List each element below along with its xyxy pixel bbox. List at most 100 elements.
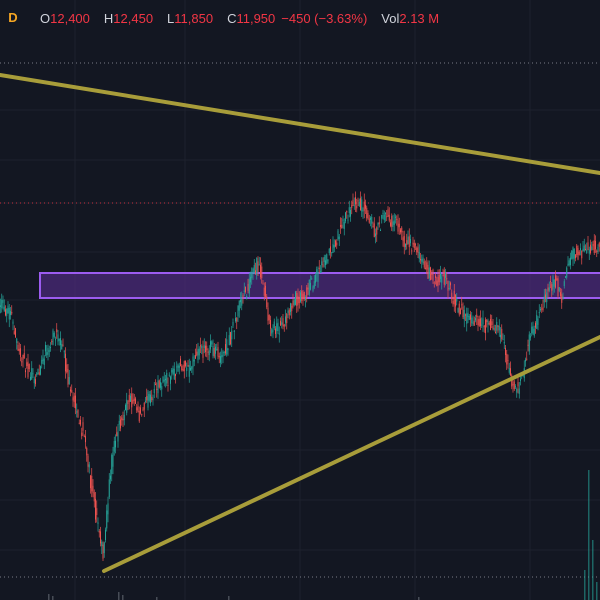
candle-body (37, 368, 39, 375)
candle-body (368, 218, 370, 223)
candle-body (547, 287, 549, 292)
candle-body (315, 274, 316, 283)
candle-body (260, 264, 261, 278)
candle-body (126, 399, 128, 413)
candle-body (21, 361, 23, 363)
candle-body (35, 379, 36, 385)
candle-body (271, 329, 273, 334)
candle-body (308, 279, 310, 295)
candle-body (220, 356, 221, 363)
candle-body (207, 351, 209, 353)
candle-body (502, 339, 504, 341)
candle-body (188, 365, 190, 377)
candle-body (447, 280, 449, 291)
candle-body (456, 298, 458, 302)
candle-body (75, 395, 76, 409)
candle-body (352, 199, 354, 206)
candle-body (378, 222, 380, 225)
candle-body (12, 321, 14, 324)
candle-body (295, 291, 296, 305)
candle-body (97, 522, 99, 525)
candle-body (416, 247, 418, 253)
descending-trendline[interactable] (0, 73, 600, 175)
candle-body (155, 383, 156, 385)
candle-body (345, 212, 346, 222)
candle-body (208, 350, 210, 356)
candle-body (550, 281, 551, 283)
candle-body (310, 282, 311, 290)
candle-body (92, 485, 94, 494)
candle-body (291, 305, 293, 312)
candle-body (551, 284, 553, 291)
candle-body (412, 242, 414, 245)
candle-body (268, 315, 270, 321)
candle-body (266, 296, 268, 308)
candle-body (565, 276, 566, 278)
interval-badge[interactable]: D (8, 10, 18, 25)
candle-body (377, 222, 379, 226)
candle-body (273, 321, 275, 329)
candle-body (153, 388, 155, 394)
candle-body (216, 348, 218, 351)
candle-body (228, 335, 230, 346)
candle-body (215, 346, 216, 354)
candle-body (495, 331, 496, 334)
low-value: L11,850 (167, 11, 213, 26)
candle-body (141, 414, 143, 416)
candle-body (196, 351, 198, 356)
candle-body (17, 344, 19, 351)
candle-body (421, 259, 423, 262)
candle-body (411, 250, 413, 252)
candle-body (68, 377, 70, 384)
candle-body (71, 390, 73, 393)
ascending-trendline[interactable] (102, 335, 600, 573)
candle-body (376, 227, 378, 235)
candle-body (0, 305, 1, 307)
candle-body (372, 226, 374, 228)
candle-body (507, 360, 509, 362)
candle-body (380, 230, 381, 232)
candle-body (267, 307, 269, 321)
candle-body (477, 318, 479, 326)
candle-body (341, 224, 343, 229)
candle-body (256, 258, 258, 276)
candle-body (355, 197, 356, 205)
candle-body (530, 336, 531, 338)
candle-body (83, 435, 85, 437)
candle-body (566, 267, 568, 278)
candle-body (46, 352, 48, 356)
candle-body (60, 338, 61, 346)
candle-body (570, 257, 571, 266)
candle-body (243, 290, 245, 292)
candle-body (242, 295, 244, 299)
candle-body (318, 267, 320, 269)
candle-body (583, 245, 585, 252)
candle-body (403, 236, 405, 248)
candle-body (198, 348, 200, 356)
candle-body (472, 322, 474, 324)
candle-body (85, 436, 86, 443)
candle-body (531, 326, 533, 334)
candle-body (537, 318, 539, 325)
candle-body (175, 373, 176, 377)
candle-body (138, 410, 140, 422)
candle-body (462, 306, 464, 318)
candle-body (481, 324, 483, 326)
support-resistance-zone[interactable] (39, 272, 600, 299)
candle-body (488, 322, 490, 325)
candle-body (312, 286, 314, 291)
candle-body (127, 401, 129, 405)
candle-body (235, 318, 236, 322)
candle-body (140, 407, 141, 414)
candle-body (363, 201, 365, 211)
candle-body (588, 249, 590, 254)
candle-body (205, 345, 206, 353)
volume-bar (588, 470, 590, 600)
volume-bar (228, 596, 230, 600)
close-value: C11,950 −450 (−3.63%) (227, 11, 367, 26)
candle-body (490, 319, 491, 331)
candle-body (370, 217, 371, 220)
candle-body (253, 265, 255, 273)
